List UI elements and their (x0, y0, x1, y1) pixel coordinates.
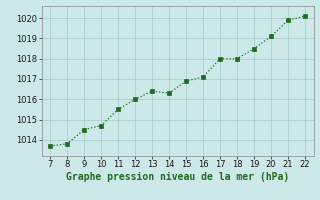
X-axis label: Graphe pression niveau de la mer (hPa): Graphe pression niveau de la mer (hPa) (66, 172, 289, 182)
